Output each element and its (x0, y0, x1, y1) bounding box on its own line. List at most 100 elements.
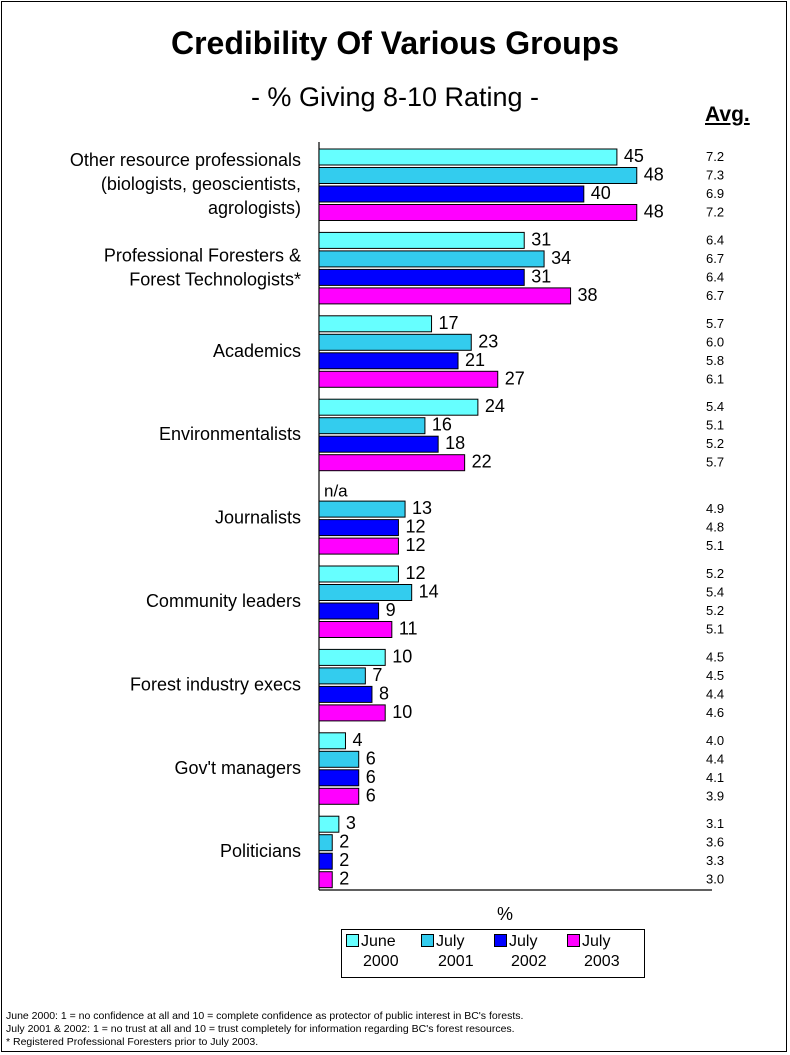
data-label: 31 (531, 229, 551, 249)
bar (318, 352, 459, 370)
category-label: agrologists) (208, 198, 301, 218)
data-label: 21 (465, 350, 485, 370)
bar (318, 454, 466, 472)
category-label: Environmentalists (159, 424, 301, 444)
data-label: 9 (386, 600, 396, 620)
average-value: 5.2 (706, 436, 724, 451)
legend-year: 2002 (511, 953, 547, 970)
average-value: 3.3 (706, 853, 724, 868)
legend-label: July (509, 933, 538, 950)
average-value: 4.0 (706, 733, 724, 748)
average-value: 6.7 (706, 251, 724, 266)
average-value: 4.4 (706, 686, 724, 701)
bar (318, 732, 346, 750)
bar (318, 370, 499, 388)
legend-item-july-2002: July 2002 (494, 932, 568, 972)
average-value: 6.9 (706, 186, 724, 201)
data-label: 17 (439, 313, 459, 333)
data-label: 27 (505, 368, 525, 388)
average-value: 4.5 (706, 668, 724, 683)
category-label: Other resource professionals (70, 150, 301, 170)
chart-subtitle: - % Giving 8-10 Rating - (250, 82, 540, 112)
average-value: 5.4 (706, 585, 724, 600)
legend-swatch (567, 933, 580, 947)
legend-swatch (346, 933, 359, 947)
bar (318, 871, 333, 889)
data-label: 12 (405, 517, 425, 537)
average-value: 6.4 (706, 232, 724, 247)
data-label: 31 (531, 266, 551, 286)
legend-item-july-2001: July 2001 (421, 932, 495, 972)
average-value: 7.2 (706, 205, 724, 220)
bar (318, 621, 393, 638)
legend-label: June (361, 933, 396, 950)
data-label: 4 (352, 730, 362, 750)
data-label: 11 (399, 619, 418, 639)
data-label: 18 (445, 433, 465, 453)
data-label: 12 (405, 563, 425, 583)
average-value: 4.1 (706, 770, 724, 785)
average-value: 5.7 (706, 316, 724, 331)
bar (318, 250, 545, 268)
x-axis-label: % (497, 904, 513, 924)
average-value: 5.2 (706, 603, 724, 618)
average-value: 4.8 (706, 520, 724, 535)
average-value: 6.0 (706, 334, 724, 349)
bar (318, 834, 333, 852)
average-value: 3.0 (706, 872, 724, 887)
average-value: 5.1 (706, 418, 724, 433)
average-value: 6.7 (706, 288, 724, 303)
data-label: 13 (412, 498, 432, 518)
average-value: 5.1 (706, 622, 724, 637)
category-label: Forest industry execs (130, 674, 301, 694)
bar (318, 519, 399, 537)
category-label: Professional Foresters & (104, 245, 301, 265)
bar (318, 685, 373, 703)
data-label: 48 (644, 202, 664, 222)
bar (318, 185, 585, 203)
average-value: 5.1 (706, 538, 724, 553)
bar (318, 398, 479, 416)
bar (318, 769, 360, 787)
data-label: 8 (379, 683, 389, 703)
data-label: 2 (339, 832, 349, 852)
data-label: 6 (366, 748, 376, 768)
data-label: 34 (551, 248, 571, 268)
data-label: 38 (578, 285, 598, 305)
legend-item-june-2000: June 2000 (346, 932, 420, 972)
legend-label: July (582, 933, 611, 950)
bar (318, 268, 525, 286)
bar (318, 435, 439, 453)
data-label: 2 (339, 850, 349, 870)
bar (318, 667, 366, 685)
data-label: 2 (339, 869, 349, 889)
bar (318, 167, 638, 184)
data-label: 6 (366, 767, 376, 787)
bar (318, 500, 406, 518)
bar (318, 148, 618, 166)
bar (318, 537, 399, 555)
data-label: 6 (366, 785, 376, 805)
category-label: Journalists (215, 508, 301, 528)
data-label: 22 (472, 452, 492, 472)
bar (318, 787, 360, 805)
category-label: Gov't managers (175, 758, 302, 778)
data-label: 10 (392, 702, 412, 722)
data-label: 10 (392, 646, 412, 666)
average-value: 4.6 (706, 705, 724, 720)
category-label: Academics (213, 341, 301, 361)
data-label: 48 (644, 165, 664, 185)
average-value: 4.5 (706, 649, 724, 664)
average-value: 4.9 (706, 501, 724, 516)
average-value: 3.9 (706, 788, 724, 803)
bar (318, 602, 380, 620)
average-value: 3.6 (706, 835, 724, 850)
footnote: * Registered Professional Foresters prio… (6, 1036, 259, 1048)
average-value: 6.1 (706, 371, 724, 386)
data-label: 40 (591, 183, 611, 203)
data-label: 24 (485, 396, 505, 416)
footnotes: June 2000: 1 = no confidence at all and … (6, 1010, 523, 1049)
average-value: 7.3 (706, 168, 724, 183)
legend-swatch (421, 933, 434, 947)
